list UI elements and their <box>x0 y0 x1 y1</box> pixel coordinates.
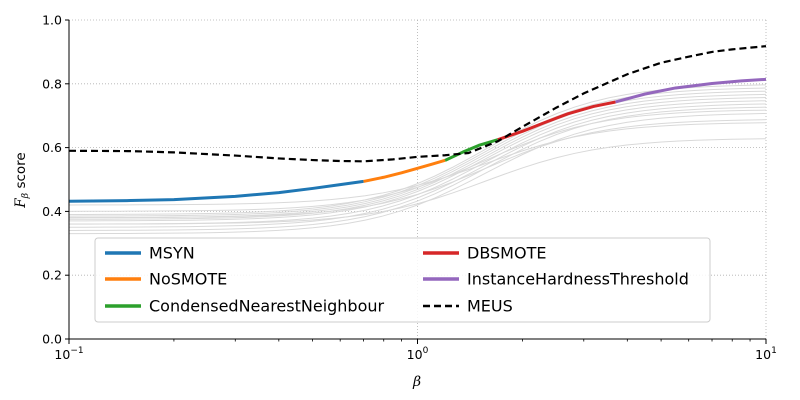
other-method-curve <box>68 138 767 225</box>
meus-curve <box>68 45 767 163</box>
legend-label-instancehardnessthreshold: InstanceHardnessThreshold <box>467 270 689 289</box>
other-method-curve <box>68 103 767 228</box>
x-tick-label-exponent: 0 <box>423 346 429 356</box>
legend: MSYN NoSMOTE CondensedNearestNeighbour DBSM… <box>94 237 711 323</box>
x-tick-label: 10−1 <box>54 346 83 362</box>
other-method-curve <box>68 84 767 215</box>
legend-label-condensednearestneighbour: CondensedNearestNeighbour <box>149 297 385 316</box>
segment-condensednearestneighbour <box>444 138 499 162</box>
segment-nosmote <box>363 158 446 183</box>
legend-label-meus: MEUS <box>467 297 513 316</box>
other-method-curve <box>68 122 767 206</box>
other-method-curve <box>68 109 767 212</box>
series-meus-line <box>68 45 767 163</box>
y-tick-label: 1.0 <box>42 13 62 28</box>
other-method-curve <box>68 106 767 231</box>
x-tick-label: 101 <box>755 346 777 362</box>
x-axis-title: β <box>412 374 421 390</box>
y-tick-label: 0.4 <box>42 204 62 219</box>
best-method-curve <box>68 77 767 203</box>
x-tick-label-exponent: 1 <box>771 346 777 356</box>
y-tick-label: 0.0 <box>42 332 62 347</box>
other-method-curve <box>68 119 767 219</box>
y-tick-label: 0.6 <box>42 140 62 155</box>
y-tick-label: 0.8 <box>42 76 62 91</box>
legend-label-nosmote: NoSMOTE <box>149 270 227 289</box>
x-tick-label-base: 10 <box>407 347 423 362</box>
segment-dbsmote <box>497 100 616 142</box>
legend-label-dbsmote: DBSMOTE <box>467 244 546 263</box>
x-tick-label-exponent: −1 <box>70 346 83 356</box>
segment-instancehardnessthreshold <box>615 77 767 104</box>
other-method-curve <box>68 93 767 220</box>
x-tick-label-base: 10 <box>54 347 70 362</box>
y-axis-title: Fβ score <box>13 152 31 208</box>
other-method-curve <box>68 112 767 235</box>
y-axis-title-rest: score <box>13 152 29 193</box>
x-tick-label-base: 10 <box>755 347 771 362</box>
y-axis-title-f: F <box>13 198 29 209</box>
x-tick-label: 100 <box>407 346 429 362</box>
y-axis-title-subscript: β <box>20 192 31 199</box>
legend-label-msyn: MSYN <box>149 244 195 263</box>
y-tick-label: 0.2 <box>42 268 62 283</box>
other-method-curve <box>68 97 767 222</box>
legend-box <box>94 237 711 323</box>
other-method-curves <box>68 84 767 235</box>
segment-msyn <box>68 179 364 203</box>
ticks: 0.00.20.40.60.81.010−1 100 101 <box>42 13 777 363</box>
